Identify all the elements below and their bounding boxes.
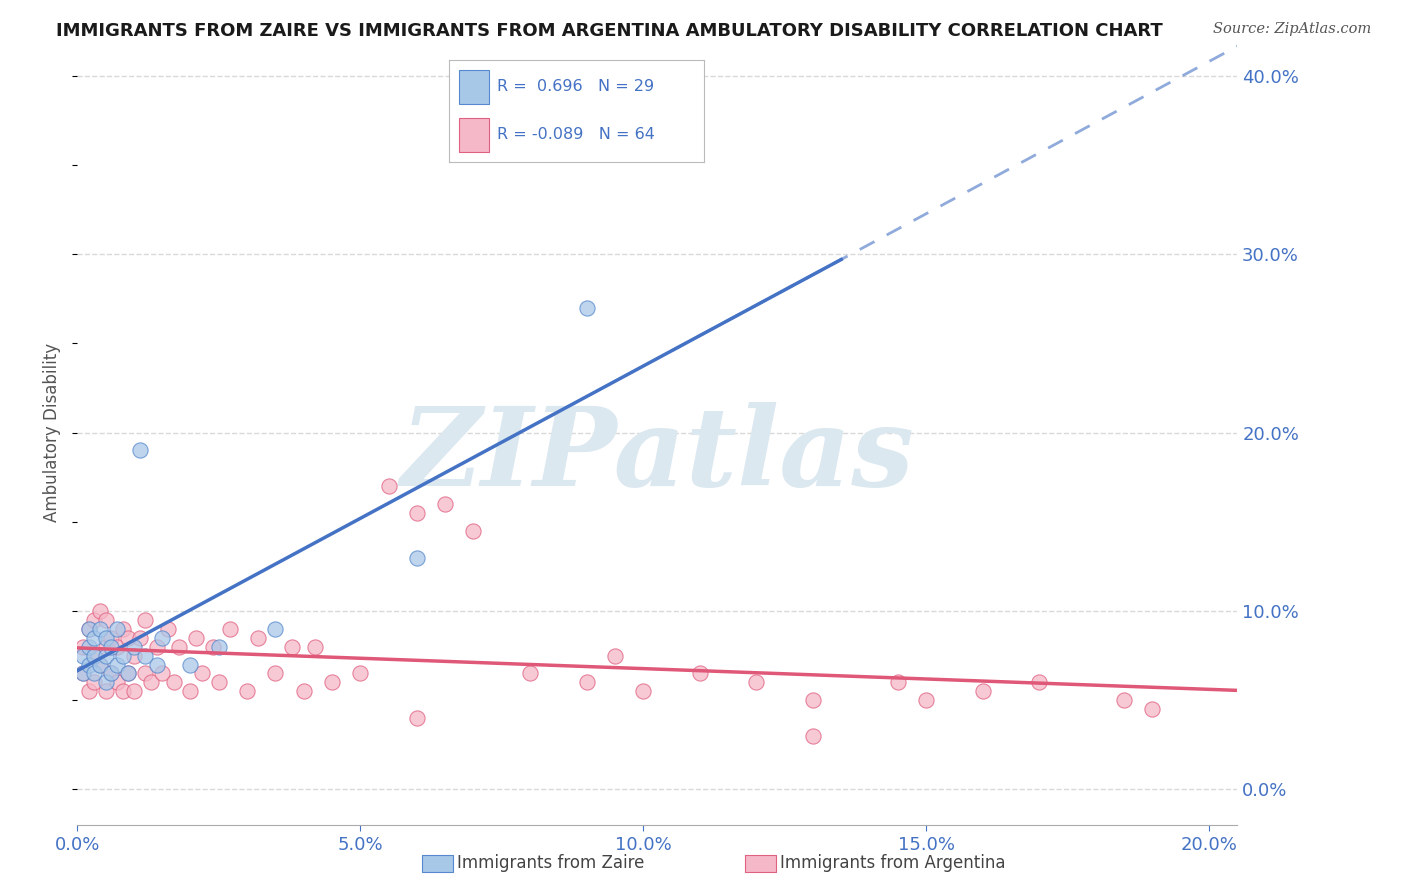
Point [247, 631, 270, 645]
Point [89, 657, 111, 672]
Point [321, 675, 343, 690]
Point [117, 666, 139, 681]
Point [83, 666, 105, 681]
Point [83, 675, 105, 690]
Point [117, 666, 139, 681]
Point [972, 684, 994, 698]
Point [575, 301, 598, 315]
Y-axis label: Ambulatory Disability: Ambulatory Disability [44, 343, 62, 522]
Point [83, 648, 105, 663]
Point [150, 631, 173, 645]
Point [745, 675, 768, 690]
Point [111, 684, 134, 698]
Point [801, 693, 824, 707]
Point [89, 657, 111, 672]
Point [111, 622, 134, 636]
Point [100, 666, 122, 681]
Point [94, 684, 117, 698]
Point [83, 631, 105, 645]
Point [689, 666, 711, 681]
Point [405, 506, 427, 520]
Point [208, 675, 231, 690]
Point [100, 640, 122, 654]
Point [162, 675, 184, 690]
Text: ZIPatlas: ZIPatlas [401, 402, 914, 510]
Point [122, 640, 145, 654]
Point [603, 648, 626, 663]
Point [179, 657, 201, 672]
Point [1142, 702, 1164, 716]
Point [77, 622, 100, 636]
Point [150, 666, 173, 681]
Point [631, 684, 654, 698]
Point [100, 666, 122, 681]
Point [77, 622, 100, 636]
Text: Immigrants from Zaire: Immigrants from Zaire [457, 855, 644, 872]
Point [575, 675, 598, 690]
Point [111, 648, 134, 663]
Text: Source: ZipAtlas.com: Source: ZipAtlas.com [1212, 22, 1371, 37]
Point [128, 631, 150, 645]
Point [236, 684, 259, 698]
Point [264, 622, 287, 636]
Point [128, 443, 150, 458]
Point [349, 666, 371, 681]
Point [122, 648, 145, 663]
Point [105, 657, 128, 672]
Point [191, 666, 214, 681]
Point [156, 622, 179, 636]
Point [145, 657, 167, 672]
Text: IMMIGRANTS FROM ZAIRE VS IMMIGRANTS FROM ARGENTINA AMBULATORY DISABILITY CORRELA: IMMIGRANTS FROM ZAIRE VS IMMIGRANTS FROM… [56, 22, 1163, 40]
Point [105, 640, 128, 654]
Point [405, 550, 427, 565]
Point [202, 640, 225, 654]
Point [145, 640, 167, 654]
Point [179, 684, 201, 698]
Point [94, 613, 117, 627]
Point [519, 666, 541, 681]
Point [83, 648, 105, 663]
Point [94, 640, 117, 654]
Point [72, 666, 94, 681]
Point [72, 648, 94, 663]
Point [264, 666, 287, 681]
Point [94, 648, 117, 663]
Point [100, 631, 122, 645]
Point [94, 631, 117, 645]
Point [167, 640, 190, 654]
Point [1114, 693, 1136, 707]
Point [134, 613, 156, 627]
Point [89, 604, 111, 618]
Point [186, 631, 208, 645]
Point [801, 729, 824, 743]
Point [77, 684, 100, 698]
Point [77, 657, 100, 672]
Point [117, 631, 139, 645]
Point [463, 524, 485, 538]
Point [134, 666, 156, 681]
Point [1028, 675, 1050, 690]
Point [139, 675, 162, 690]
Point [122, 684, 145, 698]
Point [105, 675, 128, 690]
Point [915, 693, 938, 707]
Point [304, 640, 326, 654]
Text: Immigrants from Argentina: Immigrants from Argentina [780, 855, 1005, 872]
Point [134, 648, 156, 663]
Point [83, 613, 105, 627]
Point [105, 622, 128, 636]
Point [208, 640, 231, 654]
Point [72, 640, 94, 654]
Point [281, 640, 304, 654]
Point [72, 666, 94, 681]
Point [94, 675, 117, 690]
Point [377, 479, 399, 493]
Point [434, 497, 457, 511]
Point [219, 622, 242, 636]
Point [405, 711, 427, 725]
Point [89, 622, 111, 636]
Point [77, 640, 100, 654]
Point [292, 684, 315, 698]
Point [887, 675, 910, 690]
